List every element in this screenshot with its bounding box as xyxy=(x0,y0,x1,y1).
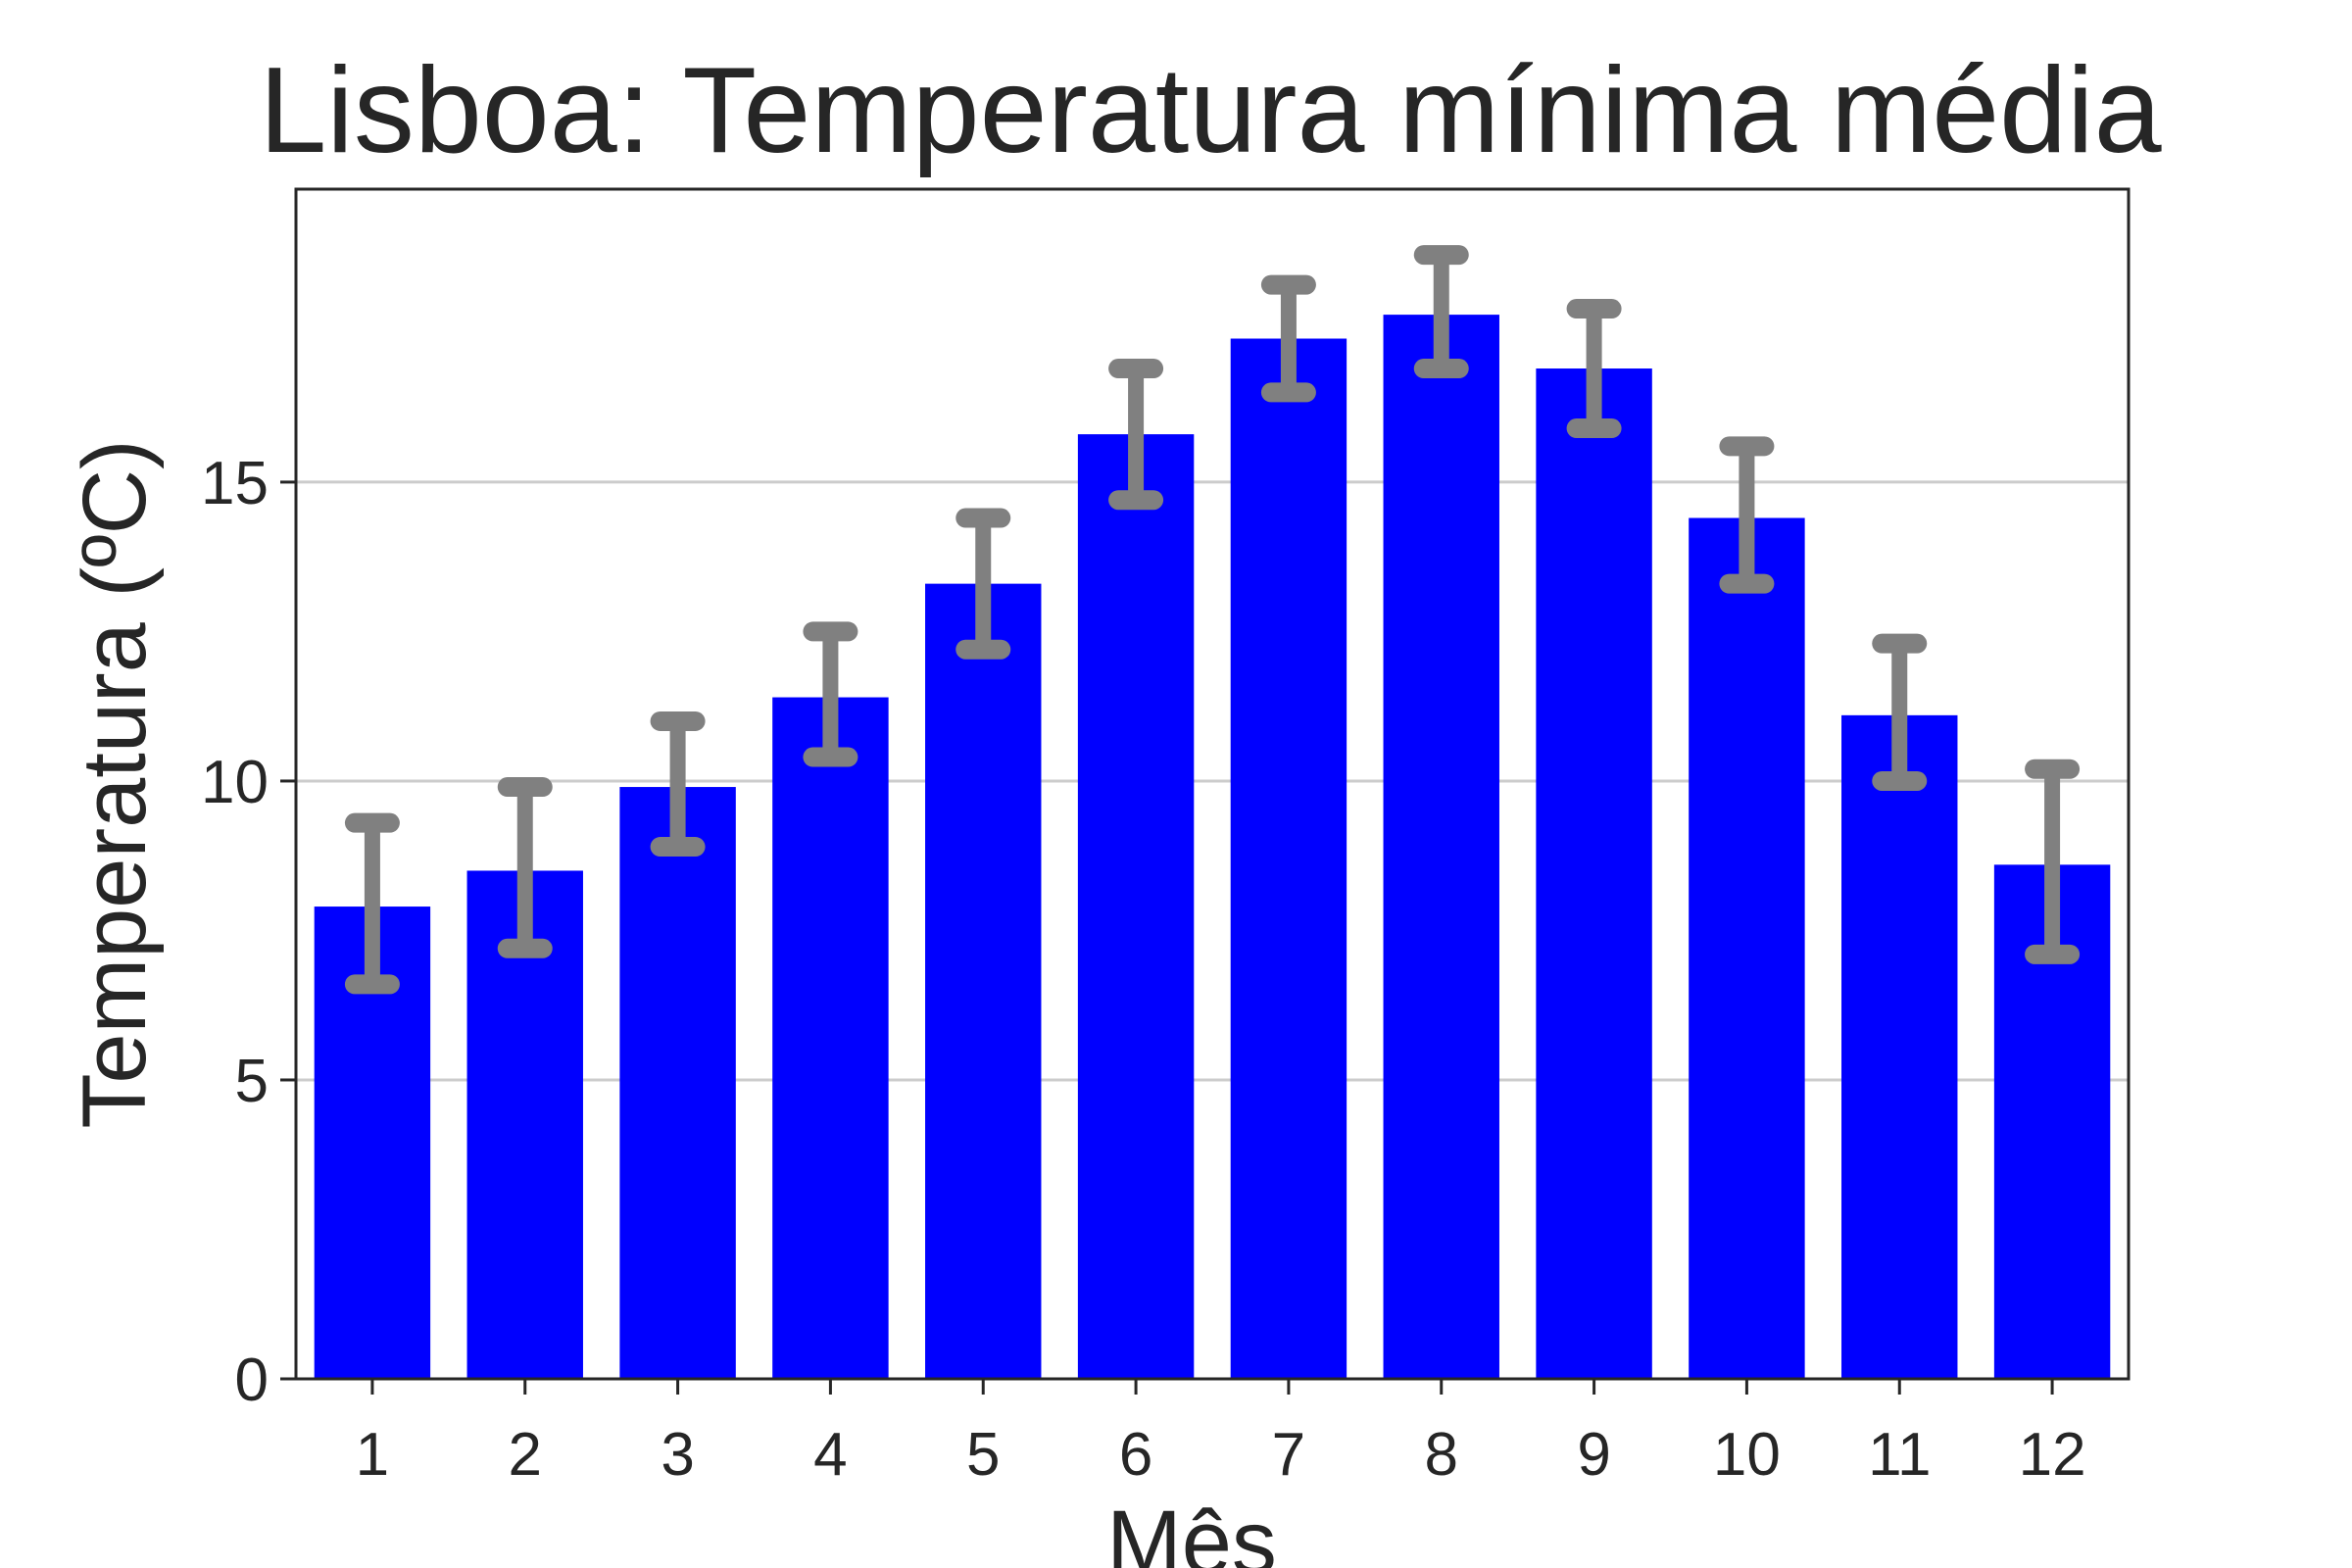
error-bar xyxy=(650,710,706,858)
bar xyxy=(1077,434,1195,1379)
bar xyxy=(619,787,736,1379)
x-tick-label: 12 xyxy=(2019,1421,2086,1489)
bar xyxy=(1230,338,1348,1379)
y-tick-label: 10 xyxy=(201,749,269,816)
x-tick-label: 9 xyxy=(1577,1421,1610,1489)
y-axis-ticks: 0 5 10 15 xyxy=(201,450,296,1414)
x-tick-label: 7 xyxy=(1272,1421,1305,1489)
x-tick-label: 11 xyxy=(1868,1421,1931,1489)
y-axis-label: Temperatura (ºC) xyxy=(65,439,165,1128)
error-bar xyxy=(1566,299,1622,439)
x-axis-label: Mês xyxy=(1106,1493,1277,1568)
y-tick-label: 15 xyxy=(201,450,269,517)
grid-lines xyxy=(296,480,2129,1082)
error-bar xyxy=(2025,759,2081,964)
bar xyxy=(1841,714,1958,1379)
error-bar xyxy=(1719,436,1775,594)
error-bar xyxy=(1260,274,1316,403)
plot-frame xyxy=(294,187,2131,1381)
x-tick-label: 8 xyxy=(1425,1421,1458,1489)
bar xyxy=(1689,517,1805,1379)
x-tick-label: 1 xyxy=(356,1421,389,1489)
error-bar xyxy=(803,621,858,767)
x-tick-label: 5 xyxy=(966,1421,1000,1489)
x-axis-ticks: 1 2 3 4 5 6 7 8 9 10 11 12 xyxy=(356,1379,2086,1489)
bar xyxy=(1536,368,1652,1379)
error-bar xyxy=(1108,359,1164,511)
bar xyxy=(772,697,889,1379)
error-bar xyxy=(1872,633,1928,791)
error-bar xyxy=(497,777,553,958)
y-tick-label: 0 xyxy=(235,1347,269,1414)
error-bar xyxy=(956,508,1011,660)
y-tick-label: 5 xyxy=(235,1048,269,1115)
bar xyxy=(1383,315,1499,1379)
x-tick-label: 6 xyxy=(1119,1421,1152,1489)
error-bar xyxy=(1413,245,1469,379)
x-tick-label: 2 xyxy=(509,1421,542,1489)
x-tick-label: 3 xyxy=(661,1421,694,1489)
chart-title: Lisboa: Temperatura mínima média xyxy=(259,43,2161,178)
error-bar xyxy=(344,812,400,995)
bar xyxy=(925,583,1042,1379)
x-tick-label: 4 xyxy=(813,1421,847,1489)
error-bars xyxy=(344,245,2081,995)
x-tick-label: 10 xyxy=(1713,1421,1781,1489)
bars xyxy=(314,315,2111,1379)
